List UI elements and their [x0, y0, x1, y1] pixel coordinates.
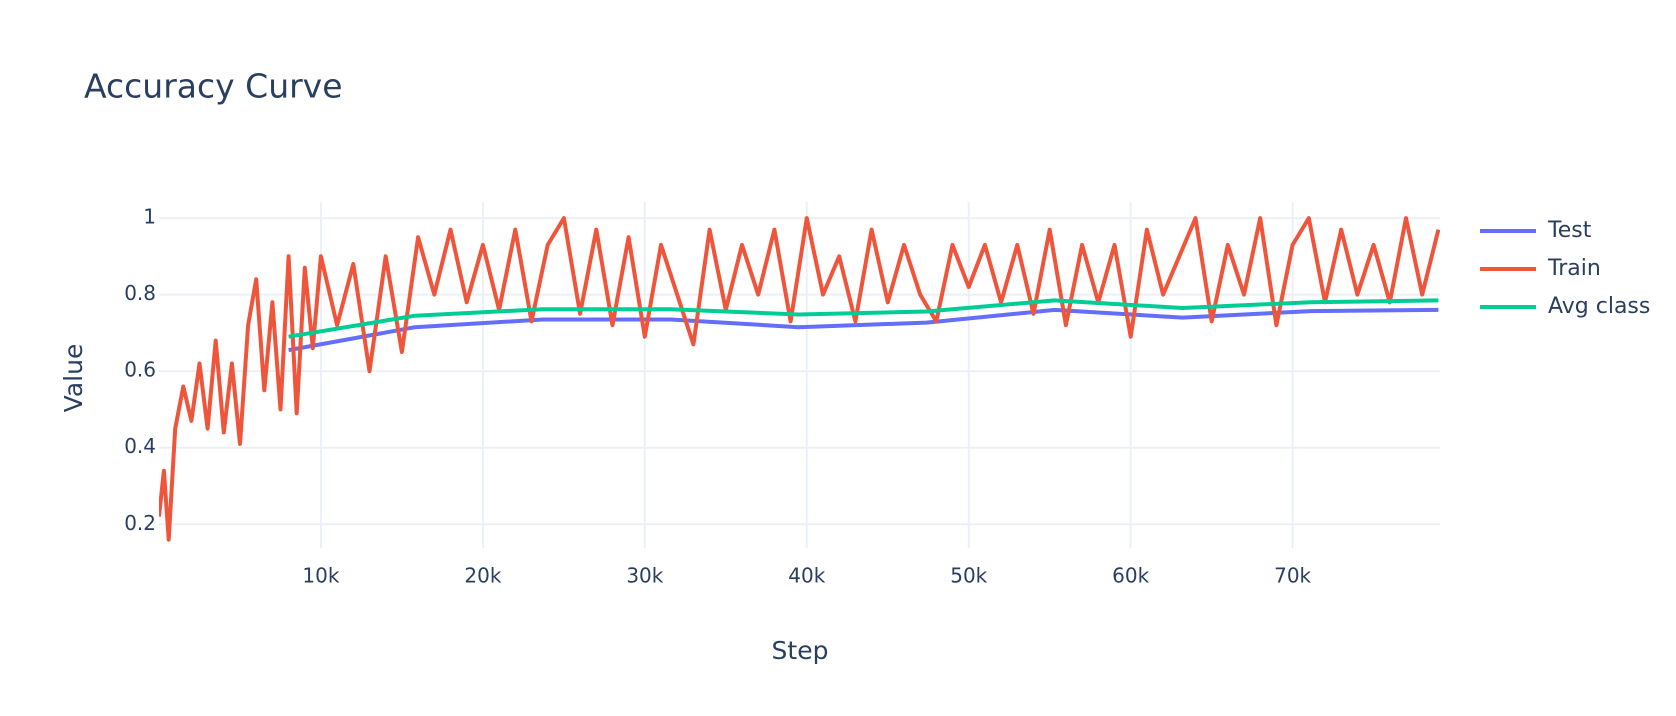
x-tick-label: 60k [1112, 564, 1149, 588]
series-line [288, 298, 1439, 339]
y-tick-label: 0.4 [124, 434, 156, 458]
chart-title: Accuracy Curve [84, 67, 343, 106]
y-tick-label: 1 [143, 205, 156, 229]
legend-label: Train [1547, 256, 1601, 281]
legend-label: Avg class [1548, 294, 1650, 319]
y-axis-title: Value [59, 344, 88, 413]
x-tick-label: 40k [788, 564, 825, 588]
x-tick-label: 50k [950, 564, 987, 588]
y-tick-label: 0.6 [124, 358, 156, 382]
x-axis-title: Step [772, 636, 829, 665]
series-line [159, 216, 1440, 542]
x-tick-label: 70k [1274, 564, 1311, 588]
y-tick-label: 0.8 [124, 281, 156, 305]
y-tick-label: 0.2 [124, 511, 156, 535]
x-tick-label: 10k [302, 564, 339, 588]
x-tick-label: 20k [464, 564, 501, 588]
series-line [288, 307, 1439, 353]
x-tick-label: 30k [626, 564, 663, 588]
legend-label: Test [1547, 218, 1592, 243]
